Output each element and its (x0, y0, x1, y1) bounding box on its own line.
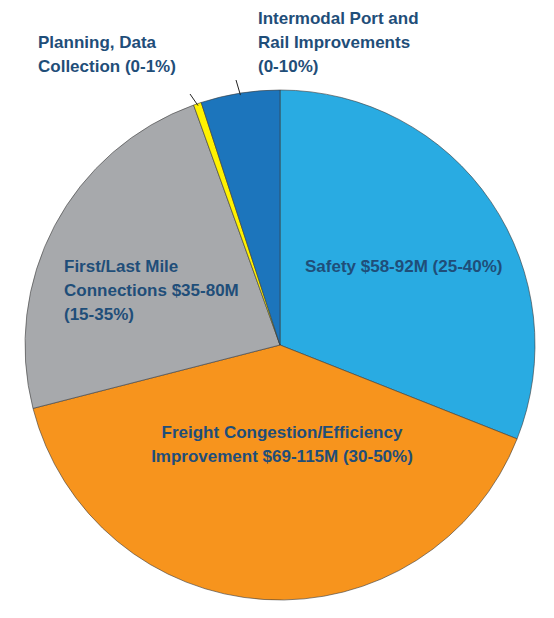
labels: Safety $58-92M (25-40%) Freight Congestio… (38, 9, 502, 466)
leader-line (236, 80, 240, 95)
chart: Safety $58-92M (25-40%) Freight Congestio… (0, 0, 554, 618)
slice-label: Safety $58-92M (25-40%) (305, 257, 502, 276)
leader-line (190, 94, 198, 106)
slice-label: Intermodal Port andRail Improvements(0-1… (258, 9, 419, 76)
slice-label: Planning, DataCollection (0-1%) (38, 33, 176, 76)
pie (25, 90, 535, 600)
pie-slice (201, 90, 280, 345)
slice-label: First/Last MileConnections $35-80M(15-35… (64, 257, 239, 324)
slice-label: Freight Congestion/EfficiencyImprovement… (151, 423, 413, 466)
